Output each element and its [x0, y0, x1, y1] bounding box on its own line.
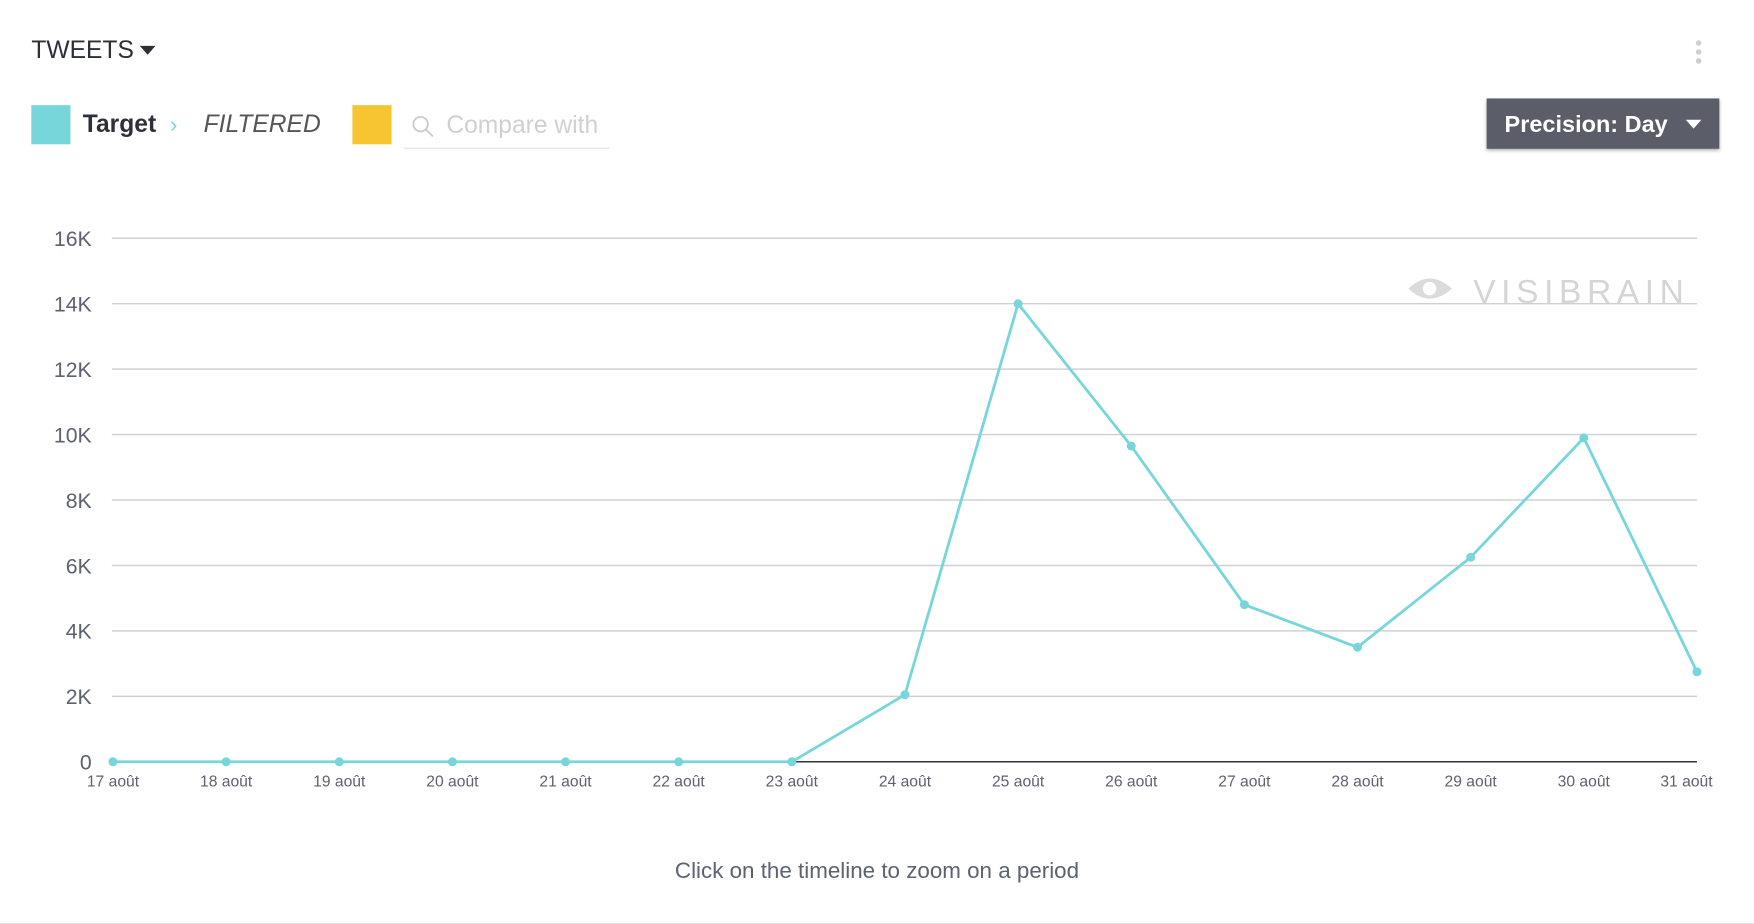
chart: VISIBRAIN 0 2K 4K 6K 8K 10K 12K 14K 16K 17 août 18…: [54, 227, 1713, 790]
data-point: [447, 757, 457, 767]
dropdown-caret[interactable]: [139, 45, 156, 55]
chevron: ›: [170, 112, 178, 138]
dropdown-caret: [1685, 119, 1702, 129]
x-tick-label: 29 août: [1445, 773, 1498, 790]
precision-dropdown[interactable]: Precision: Day: [1486, 98, 1720, 149]
data-point: [221, 757, 231, 767]
y-tick-label: 2K: [66, 685, 92, 709]
data-point: [334, 757, 344, 767]
search-icon: [412, 116, 434, 138]
x-tick-label: 28 août: [1331, 773, 1384, 790]
y-tick-label: 12K: [54, 358, 92, 382]
target-label: Target: [82, 109, 157, 138]
y-tick-label: 0: [80, 751, 92, 775]
panel-title[interactable]: TWEETS: [31, 35, 134, 64]
y-tick-label: 4K: [66, 620, 92, 644]
y-tick-label: 8K: [66, 489, 92, 513]
x-tick-label: 30 août: [1558, 773, 1611, 790]
compare-input[interactable]: Compare with: [403, 105, 610, 149]
data-point: [108, 757, 118, 767]
x-tick-label: 31 août: [1660, 773, 1713, 790]
x-tick-label: 21 août: [539, 773, 592, 790]
data-point: [1013, 299, 1023, 309]
y-tick-label: 10K: [54, 423, 92, 447]
data-point: [561, 757, 571, 767]
data-point: [787, 757, 797, 767]
compare-placeholder: Compare with: [446, 110, 599, 139]
y-tick-label: 14K: [54, 293, 92, 317]
data-point: [674, 757, 684, 767]
watermark: VISIBRAIN: [1408, 274, 1689, 311]
watermark-text: VISIBRAIN: [1473, 274, 1689, 311]
filter-label[interactable]: FILTERED: [203, 109, 321, 138]
menu-button[interactable]: [1695, 40, 1703, 67]
data-point: [1579, 433, 1589, 443]
x-tick-label: 22 août: [653, 773, 706, 790]
x-tick-label: 25 août: [992, 773, 1045, 790]
data-point: [1692, 667, 1702, 677]
x-tick-label: 18 août: [200, 773, 253, 790]
x-tick-label: 19 août: [313, 773, 366, 790]
target-swatch: [31, 105, 71, 145]
x-tick-label: 23 août: [766, 773, 819, 790]
data-point: [1239, 600, 1249, 610]
x-tick-label: 17 août: [87, 773, 140, 790]
footer-hint: Click on the timeline to zoom on a perio…: [674, 859, 1080, 884]
x-tick-label: 26 août: [1105, 773, 1158, 790]
data-point: [1466, 552, 1476, 562]
precision-label: Precision: Day: [1504, 111, 1668, 138]
y-tick-label: 16K: [54, 227, 92, 251]
data-point: [1353, 642, 1362, 652]
compare-swatch: [352, 105, 392, 145]
data-point: [1126, 441, 1136, 451]
x-tick-label: 27 août: [1218, 773, 1271, 790]
data-point: [900, 690, 910, 700]
x-tick-label: 24 août: [879, 773, 932, 790]
x-tick-label: 20 août: [426, 773, 479, 790]
y-tick-label: 6K: [66, 554, 92, 578]
